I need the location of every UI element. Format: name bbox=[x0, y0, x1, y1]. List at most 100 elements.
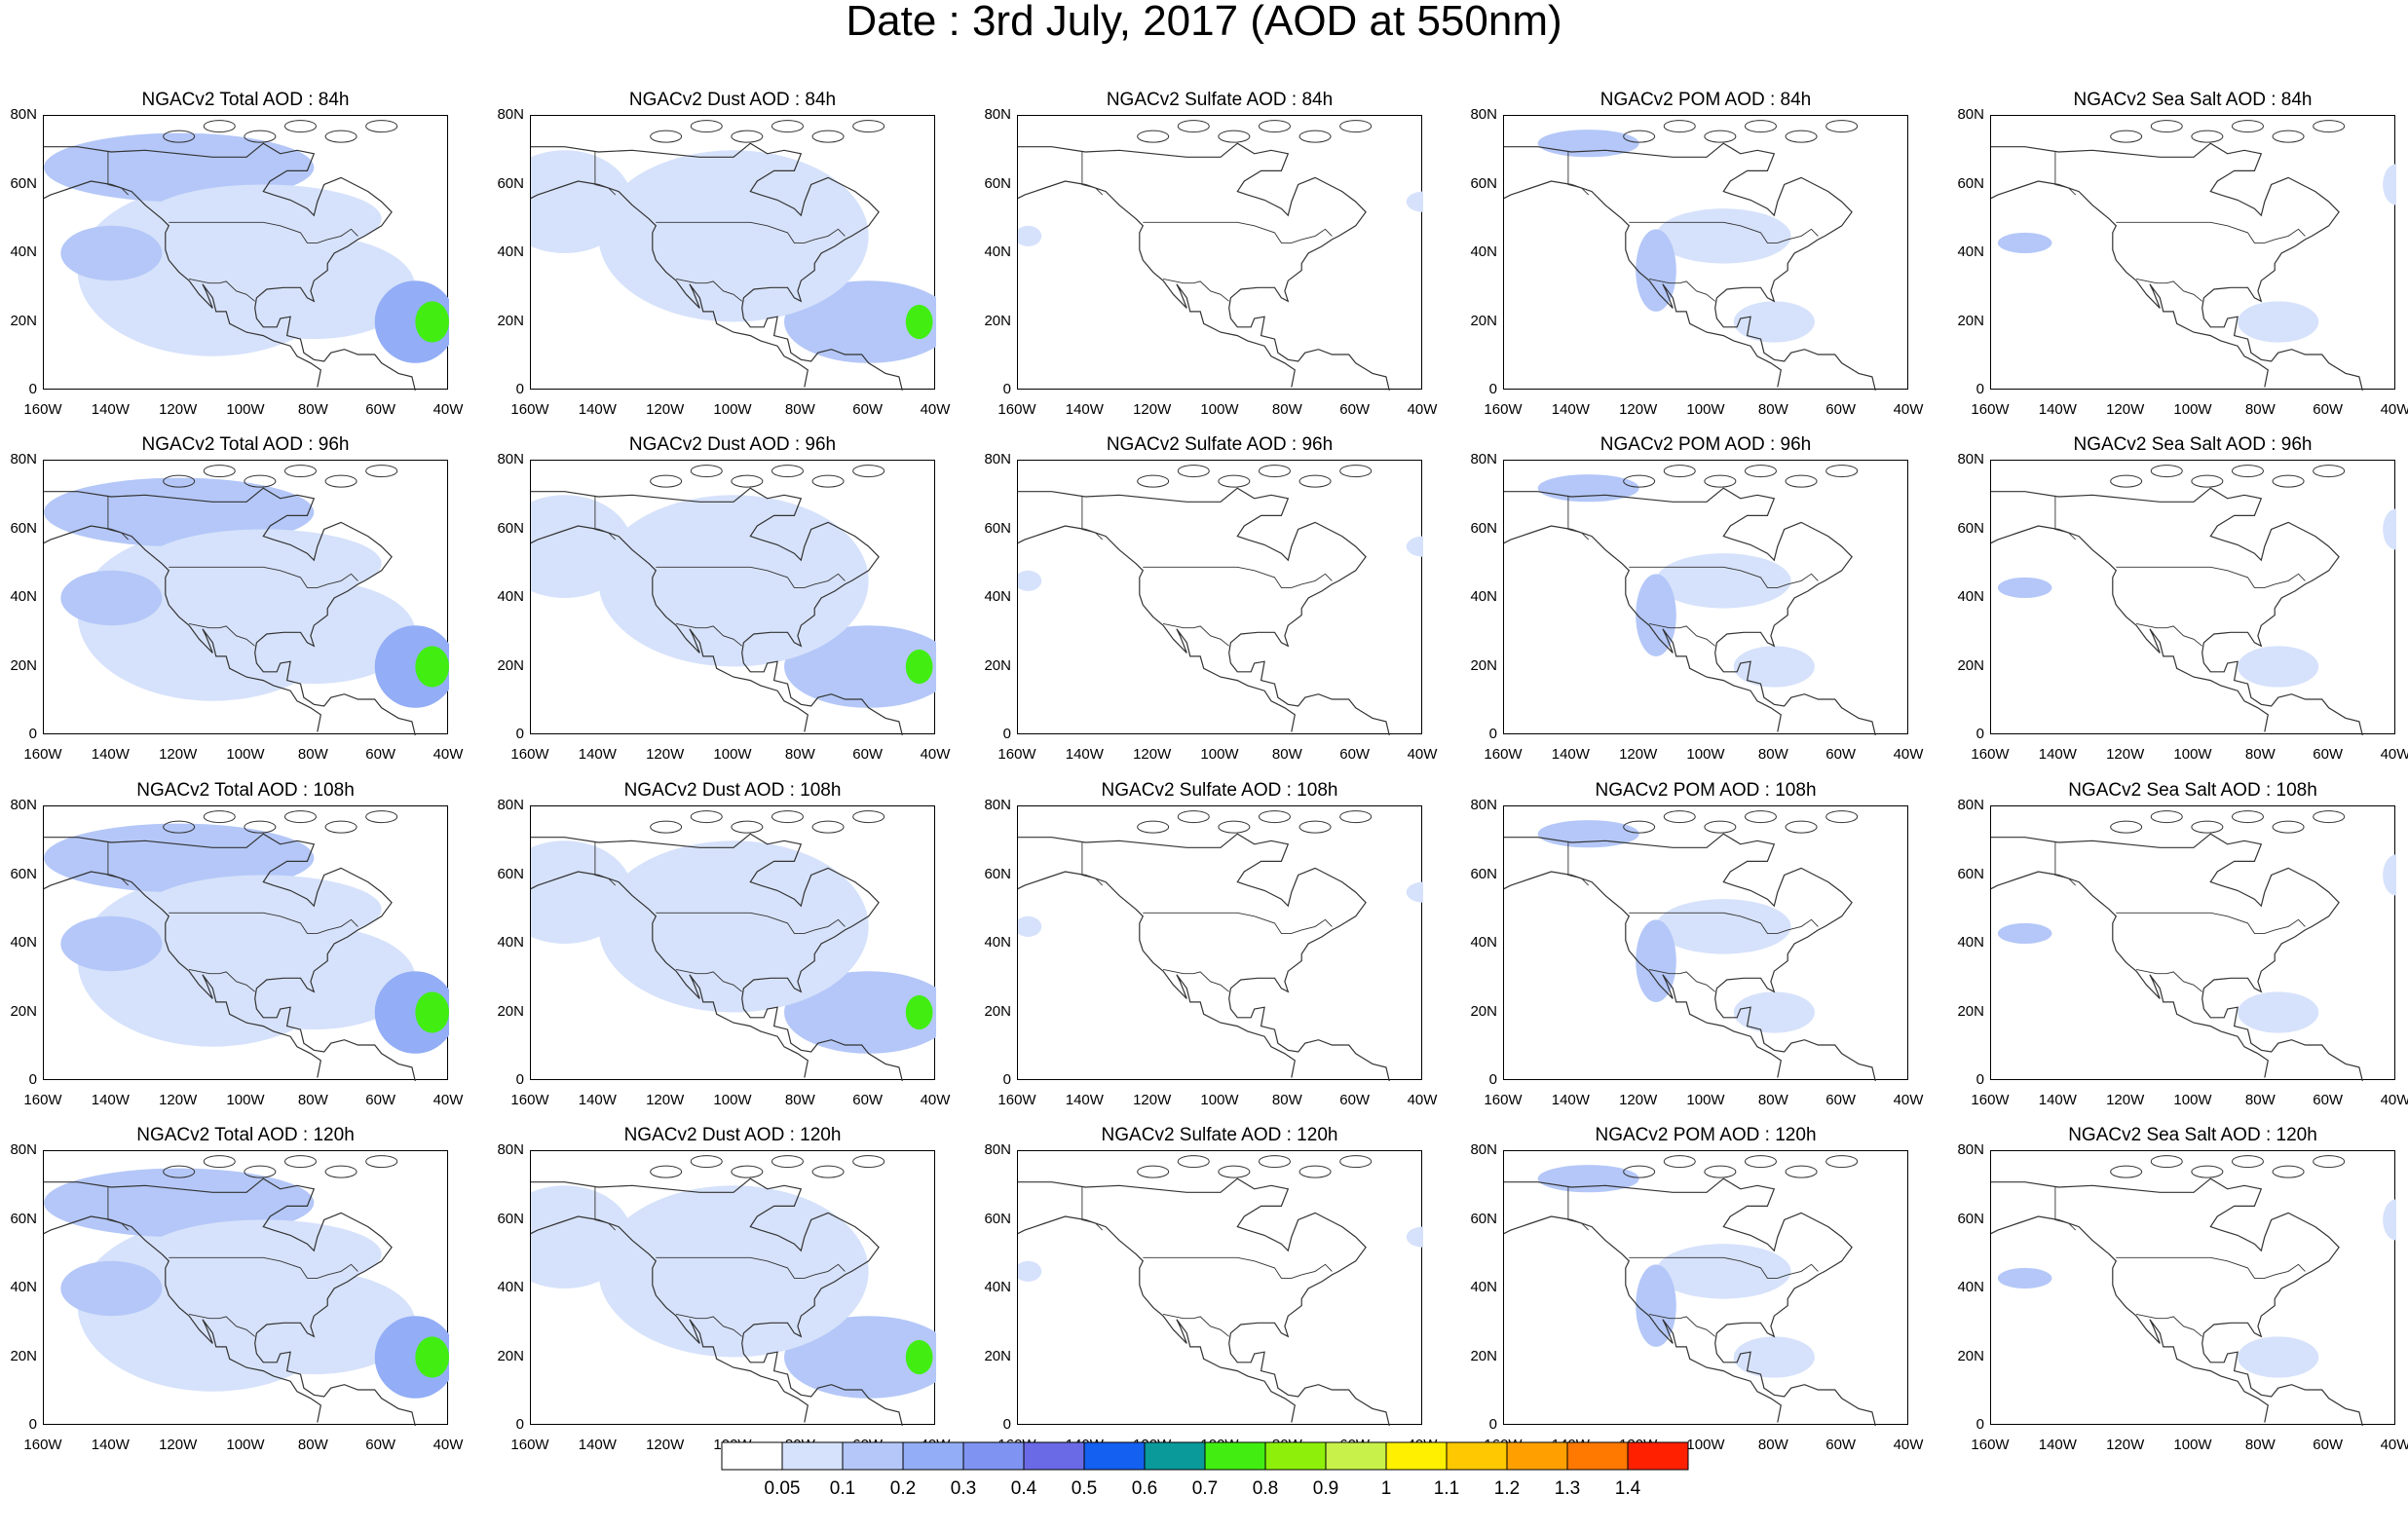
lon-tick-label: 120W bbox=[2106, 1092, 2145, 1108]
arctic-island bbox=[1298, 820, 1332, 834]
lon-tick-label: 40W bbox=[1407, 401, 1438, 418]
lon-tick-label: 140W bbox=[578, 1437, 617, 1453]
lat-tick-label: 0 bbox=[28, 726, 37, 742]
border-line bbox=[1163, 968, 1229, 992]
arctic-island bbox=[1339, 1155, 1373, 1169]
coastline bbox=[531, 487, 903, 735]
lat-tick-label: 40N bbox=[1957, 934, 1984, 951]
lon-tick-label: 100W bbox=[2173, 401, 2212, 418]
arctic-island bbox=[203, 1155, 236, 1169]
arctic-island bbox=[1137, 474, 1170, 488]
border-line bbox=[2136, 622, 2202, 647]
aod-field bbox=[145, 1219, 382, 1288]
lat-tick-label: 40N bbox=[984, 1279, 1011, 1295]
aod-field bbox=[212, 236, 416, 340]
lon-tick-label: 120W bbox=[1619, 401, 1658, 418]
lat-tick-label: 80N bbox=[10, 451, 37, 467]
lat-tick-label: 0 bbox=[515, 1071, 524, 1088]
border-line bbox=[107, 497, 130, 541]
lat-tick-label: 20N bbox=[984, 656, 1011, 674]
lat-tick-label: 40N bbox=[984, 934, 1011, 951]
border-line bbox=[1629, 566, 1819, 588]
map-canvas bbox=[1018, 1155, 1423, 1426]
arctic-island bbox=[2110, 474, 2143, 488]
aod-field bbox=[60, 915, 163, 972]
lat-tick-label: 0 bbox=[1975, 1071, 1984, 1088]
lat-tick-label: 40N bbox=[497, 934, 524, 951]
coastline bbox=[531, 1177, 903, 1426]
arctic-island bbox=[2150, 810, 2183, 824]
border-line bbox=[169, 1256, 358, 1279]
lat-tick-label: 60N bbox=[984, 519, 1011, 537]
map-canvas bbox=[531, 810, 936, 1081]
border-line bbox=[1649, 278, 1715, 302]
lon-tick-label: 140W bbox=[578, 746, 617, 763]
lat-tick-label: 20N bbox=[497, 1002, 524, 1020]
border-line bbox=[169, 912, 358, 934]
lat-tick-label: 80N bbox=[497, 1141, 524, 1158]
colorbar-boxes bbox=[721, 1441, 1689, 1471]
arctic-island bbox=[1298, 474, 1332, 488]
coastline bbox=[44, 142, 416, 391]
lat-tick-label: 80N bbox=[984, 451, 1011, 467]
lon-tick-label: 140W bbox=[91, 1092, 130, 1108]
aod-field bbox=[415, 301, 449, 343]
coastline bbox=[1504, 1177, 1876, 1426]
lon-tick-label: 40W bbox=[1407, 1092, 1438, 1108]
aod-field bbox=[598, 495, 869, 667]
coastline bbox=[1018, 871, 1296, 1078]
lon-tick-label: 120W bbox=[1133, 746, 1172, 763]
border-line bbox=[2136, 1313, 2202, 1337]
aod-field bbox=[1733, 991, 1815, 1033]
lon-tick-label: 80W bbox=[297, 746, 328, 763]
lat-tick-label: 0 bbox=[1002, 381, 1011, 397]
aod-field bbox=[1636, 919, 1676, 1002]
map-canvas bbox=[1018, 120, 1423, 391]
map-panel bbox=[1503, 115, 1908, 391]
lon-tick-label: 100W bbox=[226, 401, 265, 418]
lat-tick-label: 80N bbox=[1957, 1141, 1984, 1158]
arctic-island bbox=[690, 465, 723, 478]
panel-title: NGACv2 POM AOD : 120h bbox=[1595, 1125, 1817, 1145]
colorbar-label: 0.9 bbox=[1312, 1478, 1339, 1499]
lon-tick-label: 100W bbox=[2173, 1437, 2212, 1453]
map-canvas bbox=[44, 1155, 449, 1426]
map-panel bbox=[1990, 115, 2396, 391]
arctic-island bbox=[2110, 130, 2143, 143]
coastline bbox=[1504, 487, 1876, 735]
lat-tick-label: 80N bbox=[1957, 797, 1984, 813]
panel-title: NGACv2 Sulfate AOD : 108h bbox=[1101, 780, 1338, 801]
lat-tick-label: 0 bbox=[1002, 1071, 1011, 1088]
arctic-island bbox=[365, 465, 398, 478]
map-canvas bbox=[531, 120, 936, 391]
lon-tick-label: 60W bbox=[365, 401, 396, 418]
border-line bbox=[1567, 842, 1590, 886]
arctic-island bbox=[283, 120, 317, 133]
colorbar-swatch bbox=[962, 1441, 1025, 1471]
coastline bbox=[1991, 1215, 2269, 1423]
border-line bbox=[1143, 566, 1333, 588]
lon-tick-label: 140W bbox=[1551, 401, 1590, 418]
aod-field bbox=[905, 649, 933, 685]
aod-field bbox=[60, 225, 163, 281]
arctic-island bbox=[2110, 820, 2143, 834]
lon-tick-label: 60W bbox=[2313, 746, 2344, 763]
aod-field bbox=[1636, 574, 1676, 656]
arctic-island bbox=[203, 810, 236, 824]
coastline bbox=[44, 487, 416, 735]
lon-tick-label: 60W bbox=[2313, 401, 2344, 418]
panel-title: NGACv2 Sea Salt AOD : 108h bbox=[2068, 780, 2317, 801]
lat-tick-label: 80N bbox=[1957, 106, 1984, 123]
colorbar-label: 0.8 bbox=[1252, 1478, 1279, 1499]
aod-field bbox=[1018, 915, 1042, 937]
lat-tick-label: 20N bbox=[1957, 1347, 1984, 1364]
map-canvas bbox=[1991, 120, 2396, 391]
aod-field bbox=[1656, 1244, 1791, 1299]
arctic-island bbox=[365, 810, 398, 824]
coastline bbox=[1018, 1177, 1390, 1426]
arctic-island bbox=[852, 1155, 885, 1169]
lat-tick-label: 20N bbox=[497, 656, 524, 674]
arctic-island bbox=[2272, 474, 2305, 488]
arctic-island bbox=[1137, 130, 1170, 143]
aod-field bbox=[784, 280, 936, 363]
